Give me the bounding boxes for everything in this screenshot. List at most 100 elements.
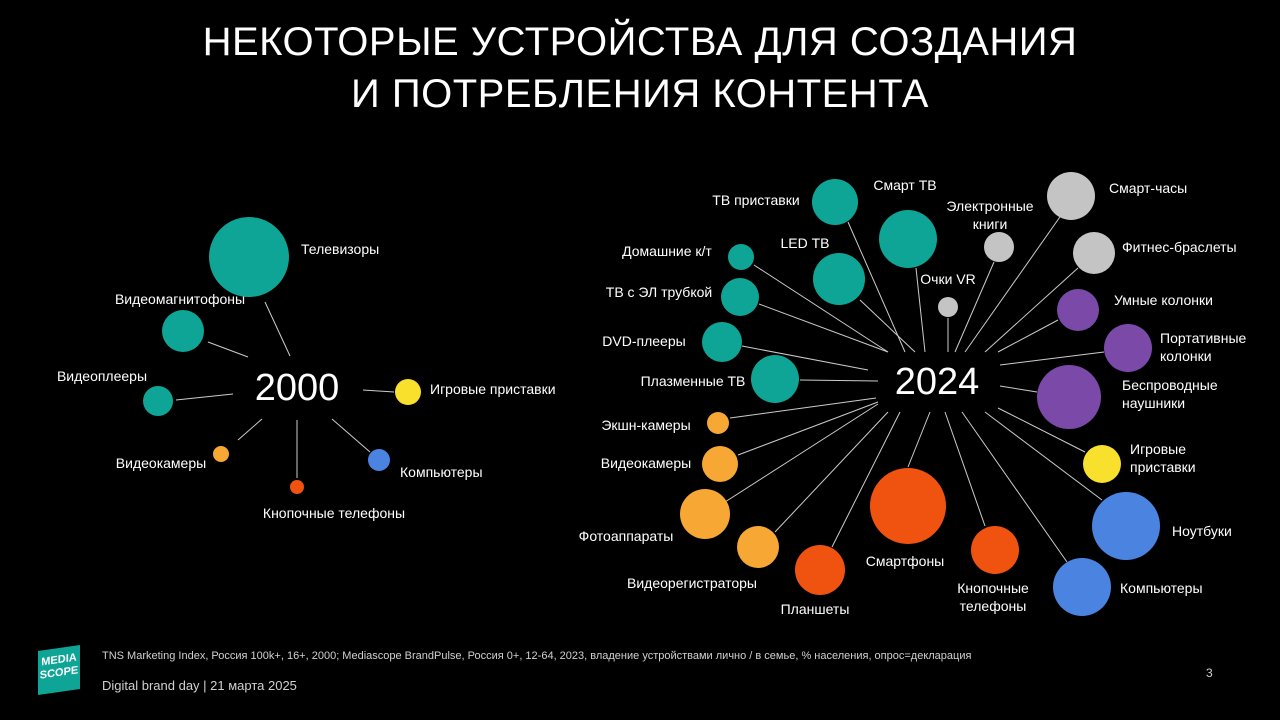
- device-label: Плазменные ТВ: [641, 373, 746, 389]
- connector-line: [264, 301, 291, 357]
- device-label: ТВ приставки: [712, 192, 799, 208]
- group-2000: Телевизоры Видеомагнитофоны Видеоплееры Вид…: [57, 217, 556, 521]
- device-bubble: [680, 489, 730, 539]
- device-bubble: [812, 179, 858, 225]
- device-bubble: [1057, 289, 1099, 331]
- mediascope-logo: MEDIA SCOPE: [38, 645, 80, 695]
- connector-line: [999, 385, 1038, 393]
- device-bubble: [795, 545, 845, 595]
- connector-line: [724, 403, 879, 503]
- device-label: Ноутбуки: [1172, 523, 1232, 539]
- connector-line: [331, 418, 371, 453]
- device-bubble: [751, 355, 799, 403]
- device-bubble: [702, 446, 738, 482]
- device-label: Компьютеры: [1120, 580, 1203, 596]
- page-title: НЕКОТОРЫЕ УСТРОЙСТВА ДЛЯ СОЗДАНИЯ И ПОТР…: [0, 16, 1280, 120]
- device-bubble: [1037, 365, 1101, 429]
- device-label: Электронные книги: [946, 198, 1033, 232]
- connector-line: [753, 264, 889, 353]
- source-note: TNS Marketing Index, Россия 100k+, 16+, …: [102, 650, 972, 662]
- device-label: Смартфоны: [866, 553, 945, 569]
- title-line-1: НЕКОТОРЫЕ УСТРОЙСТВА ДЛЯ СОЗДАНИЯ: [202, 20, 1078, 64]
- connector-line: [758, 303, 889, 353]
- event-caption: Digital brand day | 21 марта 2025: [102, 678, 297, 693]
- device-label: Смарт-часы: [1109, 180, 1187, 196]
- device-bubble: [1083, 445, 1121, 483]
- connector-line: [964, 213, 1063, 353]
- connector-line: [944, 411, 986, 527]
- device-label: Телевизоры: [301, 241, 379, 257]
- connector-line: [774, 411, 889, 533]
- device-label: Экшн-камеры: [601, 417, 690, 433]
- connector-line: [741, 345, 869, 371]
- connector-line: [799, 379, 879, 382]
- device-bubble: [1104, 324, 1152, 372]
- connector-line: [859, 299, 916, 353]
- page-number: 3: [1206, 666, 1213, 680]
- device-bubble: [143, 386, 173, 416]
- connector-line: [175, 393, 234, 401]
- device-bubble: [971, 526, 1019, 574]
- connector-line: [362, 389, 395, 393]
- device-label: Видеомагнитофоны: [115, 291, 245, 307]
- connector-line: [847, 221, 906, 353]
- connector-line: [737, 401, 879, 456]
- connector-line: [961, 411, 1068, 563]
- device-label: Фитнес-браслеты: [1122, 239, 1237, 255]
- device-bubble: [728, 244, 754, 270]
- device-label: Портативные колонки: [1160, 330, 1247, 364]
- device-bubble: [737, 526, 779, 568]
- connector-line: [984, 411, 1103, 501]
- connector-line: [997, 407, 1086, 453]
- device-label: LED ТВ: [780, 235, 829, 251]
- device-label: ТВ с ЭЛ трубкой: [606, 284, 712, 300]
- connector-line: [907, 411, 931, 468]
- connector-line: [915, 267, 926, 353]
- device-bubble: [879, 210, 937, 268]
- connector-line: [729, 397, 877, 419]
- device-label: Кнопочные телефоны: [957, 580, 1029, 614]
- connector-line: [984, 267, 1079, 353]
- device-label: Беспроводные наушники: [1122, 377, 1218, 411]
- year-hub-label: 2024: [895, 361, 980, 403]
- device-bubble: [707, 412, 729, 434]
- device-label: DVD-плееры: [602, 333, 685, 349]
- connector-line: [954, 261, 995, 353]
- device-bubble: [984, 232, 1014, 262]
- year-hub-label: 2000: [255, 367, 340, 409]
- device-bubble: [1047, 172, 1095, 220]
- device-bubble: [1073, 232, 1115, 274]
- device-label: Видеокамеры: [116, 455, 206, 471]
- device-bubble: [813, 253, 865, 305]
- device-label: Компьютеры: [400, 464, 483, 480]
- device-label: Игровые приставки: [1130, 441, 1196, 475]
- device-bubble: [395, 379, 421, 405]
- device-label: Очки VR: [920, 271, 975, 287]
- device-bubble: [1053, 558, 1111, 616]
- device-bubble: [870, 468, 946, 544]
- connector-line: [999, 351, 1105, 366]
- device-label: Видеоплееры: [57, 368, 147, 384]
- device-bubble: [938, 297, 958, 317]
- connector-line: [997, 319, 1059, 353]
- device-bubble: [290, 480, 304, 494]
- title-line-2: И ПОТРЕБЛЕНИЯ КОНТЕНТА: [351, 72, 929, 116]
- device-label: Кнопочные телефоны: [263, 505, 405, 521]
- device-bubble: [162, 310, 204, 352]
- device-label: Смарт ТВ: [873, 177, 936, 193]
- device-bubble: [1092, 492, 1160, 560]
- device-label: Планшеты: [781, 601, 850, 617]
- device-bubble: [368, 449, 390, 471]
- group-2024: ТВ приставки Смарт ТВ Электронные книги Смар…: [579, 172, 1247, 617]
- device-label: Видеорегистраторы: [627, 575, 757, 591]
- connector-line: [831, 411, 901, 548]
- connector-line: [237, 418, 263, 441]
- connector-line: [207, 341, 249, 358]
- device-bubble: [209, 217, 289, 297]
- device-bubble: [721, 278, 759, 316]
- device-bubble: [702, 322, 742, 362]
- device-label: Видеокамеры: [601, 455, 691, 471]
- device-bubble: [213, 446, 229, 462]
- device-label: Домашние к/т: [622, 243, 712, 259]
